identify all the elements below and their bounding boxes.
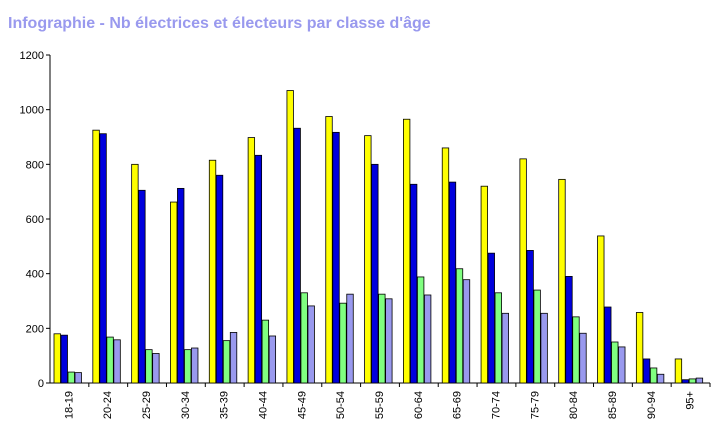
bar-25-29-series-2 xyxy=(138,189,146,384)
bar-25-29-series-1 xyxy=(131,163,139,384)
bar-50-54-series-3 xyxy=(339,302,347,384)
bar-90-94-series-1 xyxy=(635,312,644,384)
bar-45-49-series-3 xyxy=(300,292,308,384)
bar-35-39-series-3 xyxy=(222,340,231,384)
x-tick-label: 80-84 xyxy=(568,391,580,419)
x-tick-label: 18-19 xyxy=(63,391,75,419)
bar-50-54-series-1 xyxy=(325,116,333,384)
y-tick-label: 800 xyxy=(26,159,44,171)
bar-95+-series-4 xyxy=(695,377,704,384)
bar-55-59-series-1 xyxy=(364,135,372,384)
bar-30-34-series-4 xyxy=(191,347,199,384)
bar-40-44-series-1 xyxy=(247,137,256,384)
x-tick-label: 65-69 xyxy=(452,391,464,419)
bar-50-54-series-4 xyxy=(346,293,354,384)
bar-40-44-series-4 xyxy=(268,335,277,384)
x-tick-label: 30-34 xyxy=(180,391,192,419)
bar-35-39-series-2 xyxy=(215,174,224,384)
bar-85-89-series-3 xyxy=(611,341,619,384)
bar-75-79-series-4 xyxy=(540,312,548,384)
x-tick-label: 45-49 xyxy=(296,391,308,419)
bar-95+-series-2 xyxy=(681,379,690,384)
bar-18-19-series-2 xyxy=(60,334,68,384)
x-tick-label: 60-64 xyxy=(413,391,425,419)
bar-30-34-series-1 xyxy=(170,201,178,384)
x-tick-label: 40-44 xyxy=(258,391,270,419)
bar-90-94-series-2 xyxy=(642,358,651,384)
bar-60-64-series-1 xyxy=(403,118,411,384)
bar-20-24-series-4 xyxy=(113,339,121,384)
bar-70-74-series-4 xyxy=(501,312,509,384)
bar-70-74-series-2 xyxy=(487,252,495,384)
x-tick-label: 90-94 xyxy=(646,391,658,419)
x-tick-label: 85-89 xyxy=(607,391,619,419)
bar-30-34-series-2 xyxy=(177,187,185,384)
x-tick-label: 50-54 xyxy=(335,391,347,419)
bar-40-44-series-2 xyxy=(254,154,263,384)
y-tick-label: 1000 xyxy=(20,105,44,117)
bar-45-49-series-4 xyxy=(307,305,315,384)
x-tick-label: 55-59 xyxy=(374,391,386,419)
bar-65-69-series-1 xyxy=(441,147,450,384)
bar-25-29-series-3 xyxy=(145,349,153,384)
bar-30-34-series-3 xyxy=(184,349,192,384)
bar-40-44-series-3 xyxy=(261,319,270,384)
bar-65-69-series-3 xyxy=(455,268,464,384)
y-tick-label: 600 xyxy=(26,214,44,226)
bar-20-24-series-3 xyxy=(106,336,114,384)
bar-95+-series-3 xyxy=(688,378,697,384)
x-tick-label: 95+ xyxy=(685,391,697,410)
x-tick-label: 25-29 xyxy=(141,391,153,419)
bar-55-59-series-3 xyxy=(378,293,386,384)
bar-25-29-series-4 xyxy=(152,353,160,384)
y-tick-label: 400 xyxy=(26,269,44,281)
bar-80-84-series-2 xyxy=(565,275,573,384)
bar-18-19-series-4 xyxy=(74,372,82,384)
bar-80-84-series-4 xyxy=(579,332,587,384)
bar-20-24-series-1 xyxy=(92,129,100,384)
bar-60-64-series-3 xyxy=(417,276,425,384)
bar-50-54-series-2 xyxy=(332,131,340,384)
bar-55-59-series-2 xyxy=(371,163,379,384)
bar-70-74-series-3 xyxy=(494,292,502,384)
bar-60-64-series-2 xyxy=(410,183,418,384)
chart-title: Infographie - Nb électrices et électeurs… xyxy=(8,15,431,32)
bar-95+-series-1 xyxy=(674,358,683,384)
x-tick-label: 20-24 xyxy=(102,391,114,419)
bar-90-94-series-3 xyxy=(649,367,658,384)
plot-area: 0 200 400 600 800 1000 1200 18-19 20-24 25-29 30-3… xyxy=(20,50,711,419)
bar-35-39-series-1 xyxy=(208,159,217,384)
bar-35-39-series-4 xyxy=(229,332,238,384)
x-tick-label: 35-39 xyxy=(219,391,231,419)
bar-85-89-series-2 xyxy=(604,306,612,384)
bar-85-89-series-1 xyxy=(597,235,605,384)
bar-65-69-series-2 xyxy=(448,181,457,384)
x-tick-label: 75-79 xyxy=(529,391,541,419)
bar-75-79-series-1 xyxy=(519,158,527,384)
y-tick-label: 1200 xyxy=(20,50,44,62)
bar-18-19-series-3 xyxy=(67,371,75,384)
bar-90-94-series-4 xyxy=(656,373,665,384)
bar-18-19-series-1 xyxy=(53,333,61,384)
bar-45-49-series-1 xyxy=(286,90,294,384)
bar-60-64-series-4 xyxy=(424,294,432,384)
y-tick-label: 0 xyxy=(38,378,44,390)
bar-20-24-series-2 xyxy=(99,133,107,384)
bar-55-59-series-4 xyxy=(385,298,393,384)
bar-80-84-series-3 xyxy=(572,316,580,384)
bar-80-84-series-1 xyxy=(558,178,566,384)
bar-70-74-series-1 xyxy=(480,185,488,384)
bar-65-69-series-4 xyxy=(462,279,471,384)
bar-45-49-series-2 xyxy=(293,127,301,384)
bar-75-79-series-2 xyxy=(526,250,534,384)
x-tick-label: 70-74 xyxy=(490,391,502,419)
bar-75-79-series-3 xyxy=(533,289,541,384)
bar-85-89-series-4 xyxy=(618,346,626,384)
y-tick-label: 200 xyxy=(26,323,44,335)
